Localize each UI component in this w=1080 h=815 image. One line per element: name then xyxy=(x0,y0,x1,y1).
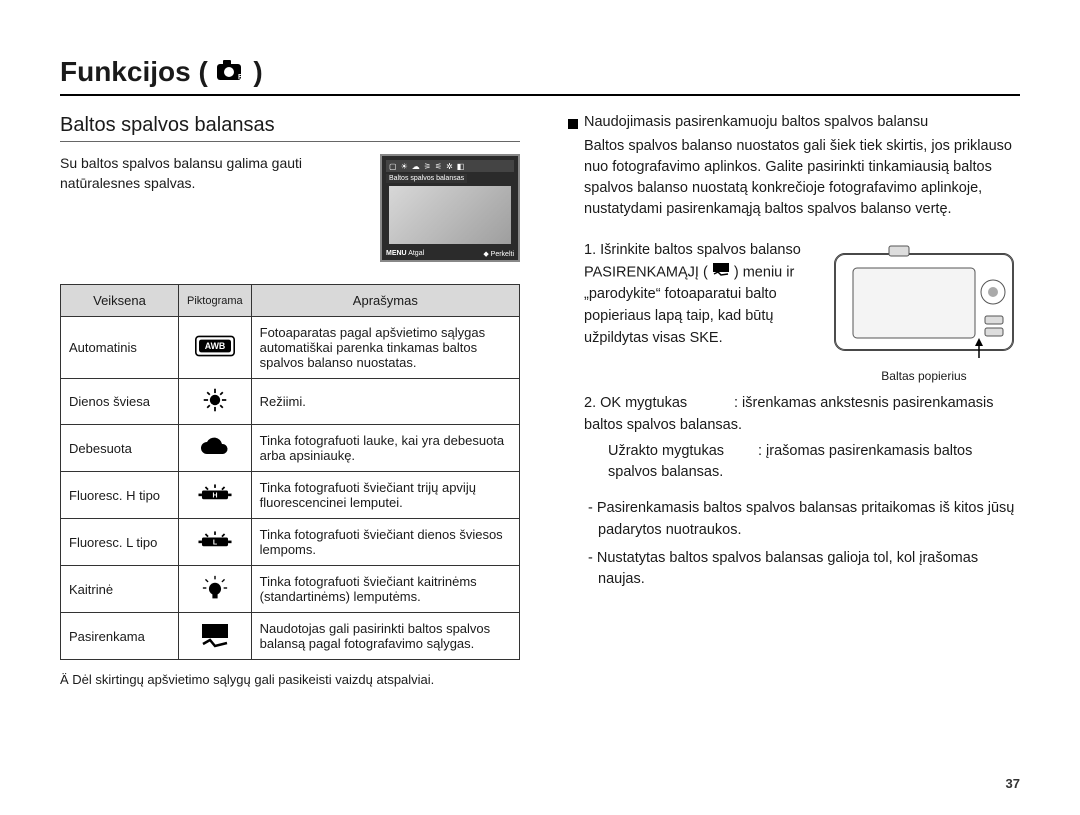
custom-icon xyxy=(179,613,252,660)
note-2: - Nustatytas baltos spalvos balansas gal… xyxy=(588,548,1020,592)
bullet-heading: Naudojimasis pasirenkamuoju baltos spalv… xyxy=(568,114,1020,130)
step-3: Užrakto mygtukas: įrašomas pasirenkamasi… xyxy=(608,441,1020,485)
square-bullet-icon xyxy=(568,119,578,129)
lcd-preview: ▢☀☁⚞⚟✲◧ Baltos spalvos balansas MENU Atg… xyxy=(380,154,520,262)
table-row: Fluoresc. H tipo H Tinka fotografuoti švie… xyxy=(61,472,520,519)
desc-cell: Naudotojas gali pasirinkti baltos spalvo… xyxy=(251,613,519,660)
th-icon: Piktograma xyxy=(179,285,252,317)
mode-cell: Debesuota xyxy=(61,425,179,472)
lcd-photo xyxy=(389,186,511,244)
sun-icon xyxy=(179,379,252,425)
camera-fn-icon: Fn xyxy=(216,59,246,81)
table-row: Fluoresc. L tipo L Tinka fotografuoti švie… xyxy=(61,519,520,566)
step-1-text: 1. Išrinkite baltos spalvos balanso PASI… xyxy=(584,240,812,383)
chapter-title: Funkcijos ( Fn ) xyxy=(60,56,263,88)
chapter-title-prefix: Funkcijos ( xyxy=(60,56,208,87)
note-1: - Pasirenkamasis baltos spalvos balansas… xyxy=(588,498,1020,542)
chapter-heading: Funkcijos ( Fn ) xyxy=(60,56,1020,96)
footnote: Ä Dėl skirtingų apšvietimo sąlygų gali p… xyxy=(60,672,520,687)
lcd-iconbar: ▢☀☁⚞⚟✲◧ xyxy=(386,160,514,172)
fluo-h-icon: H xyxy=(179,472,252,519)
intro-text: Su baltos spalvos balansu galima gauti n… xyxy=(60,154,366,262)
camera-illustration: Baltas popierius xyxy=(828,240,1020,383)
lcd-bottom-bar: MENU Atgal ◆ Perkelti xyxy=(386,250,514,258)
mode-cell: Dienos šviesa xyxy=(61,379,179,425)
page-number: 37 xyxy=(1006,776,1020,791)
mode-cell: Fluoresc. L tipo xyxy=(61,519,179,566)
custom-wb-inline-icon xyxy=(712,262,730,284)
desc-cell: Fotoaparatas pagal apšvietimo sąlygas au… xyxy=(251,317,519,379)
desc-cell: Tinka fotografuoti šviečiant kaitrinėms … xyxy=(251,566,519,613)
awb-icon: AWB xyxy=(179,317,252,379)
cloud-icon xyxy=(179,425,252,472)
right-intro-para: Baltos spalvos balanso nuostatos gali ši… xyxy=(584,136,1020,220)
desc-cell: Režiimi. xyxy=(251,379,519,425)
mode-cell: Kaitrinė xyxy=(61,566,179,613)
svg-text:H: H xyxy=(212,492,217,499)
bulb-icon xyxy=(179,566,252,613)
fluo-l-icon: L xyxy=(179,519,252,566)
mode-cell: Pasirenkama xyxy=(61,613,179,660)
mode-cell: Automatinis xyxy=(61,317,179,379)
white-balance-table: Veiksena Piktograma Aprašymas Automatini… xyxy=(60,284,520,660)
table-row: Pasirenkama Naudotojas gali pasirinkti ba… xyxy=(61,613,520,660)
svg-text:AWB: AWB xyxy=(205,341,226,351)
desc-cell: Tinka fotografuoti šviečiant dienos švie… xyxy=(251,519,519,566)
left-column: Baltos spalvos balansas Su baltos spalvo… xyxy=(60,114,520,687)
camera-caption: Baltas popierius xyxy=(828,369,1020,383)
table-row: Kaitrinė Tinka fotografuoti šviečiant kai… xyxy=(61,566,520,613)
bullet-title: Naudojimasis pasirenkamuoju baltos spalv… xyxy=(584,114,928,130)
lcd-label: Baltos spalvos balansas xyxy=(386,174,467,183)
table-row: Debesuota Tinka fotografuoti lauke, kai y… xyxy=(61,425,520,472)
chapter-title-suffix: ) xyxy=(253,56,262,87)
mode-cell: Fluoresc. H tipo xyxy=(61,472,179,519)
right-column: Naudojimasis pasirenkamuoju baltos spalv… xyxy=(568,114,1020,687)
desc-cell: Tinka fotografuoti šviečiant trijų apvij… xyxy=(251,472,519,519)
svg-text:Fn: Fn xyxy=(238,74,246,81)
th-desc: Aprašymas xyxy=(251,285,519,317)
step-2: 2. OK mygtukas: išrenkamas ankstesnis pa… xyxy=(584,393,1020,437)
section-subhead: Baltos spalvos balansas xyxy=(60,114,520,142)
table-row: Automatinis AWB Fotoaparatas pagal apšviet… xyxy=(61,317,520,379)
desc-cell: Tinka fotografuoti lauke, kai yra debesu… xyxy=(251,425,519,472)
svg-text:L: L xyxy=(213,539,218,546)
table-row: Dienos šviesa Režiimi. xyxy=(61,379,520,425)
th-mode: Veiksena xyxy=(61,285,179,317)
